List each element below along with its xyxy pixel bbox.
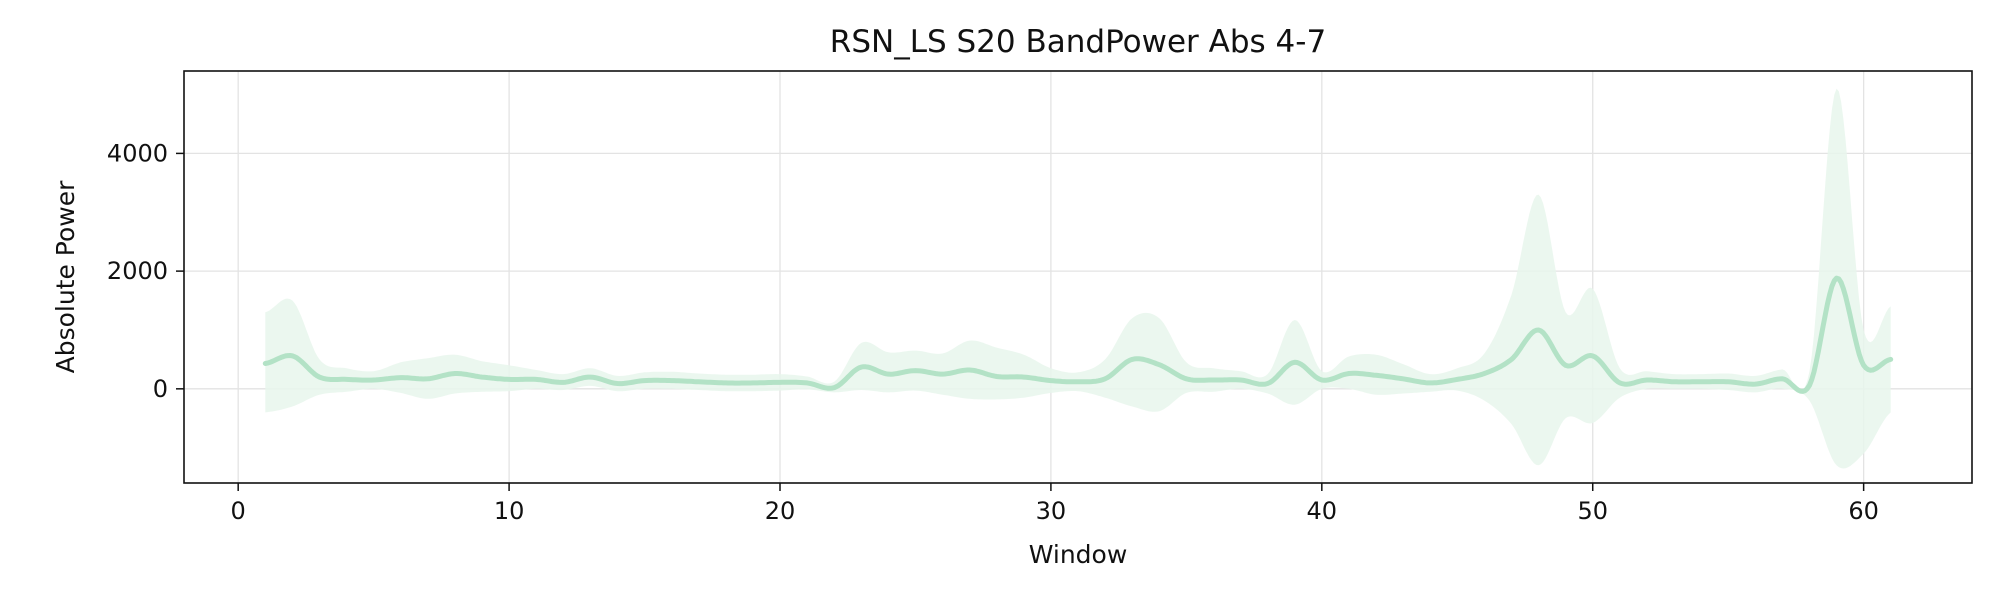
x-axis-label: Window xyxy=(1029,540,1128,569)
x-tick-label: 40 xyxy=(1307,497,1338,525)
x-tick-label: 0 xyxy=(231,497,246,525)
x-tick-label: 20 xyxy=(765,497,796,525)
mean-line xyxy=(262,275,1894,394)
y-tick-label: 0 xyxy=(153,375,168,403)
chart-title: RSN_LS S20 BandPower Abs 4-7 xyxy=(830,24,1326,60)
y-tick-label: 2000 xyxy=(107,257,168,285)
x-tick-label: 50 xyxy=(1577,497,1608,525)
plot-frame xyxy=(183,70,1973,484)
x-tick-label: 60 xyxy=(1848,497,1879,525)
y-axis-label: Absolute Power xyxy=(51,180,80,374)
x-tick-label: 10 xyxy=(494,497,525,525)
y-tick-label: 4000 xyxy=(107,139,168,167)
x-tick-label: 30 xyxy=(1036,497,1067,525)
y-axis: 0 2000 4000 xyxy=(107,139,184,403)
grid xyxy=(184,71,1972,483)
x-axis: 0 10 20 30 40 50 60 xyxy=(231,483,1879,525)
